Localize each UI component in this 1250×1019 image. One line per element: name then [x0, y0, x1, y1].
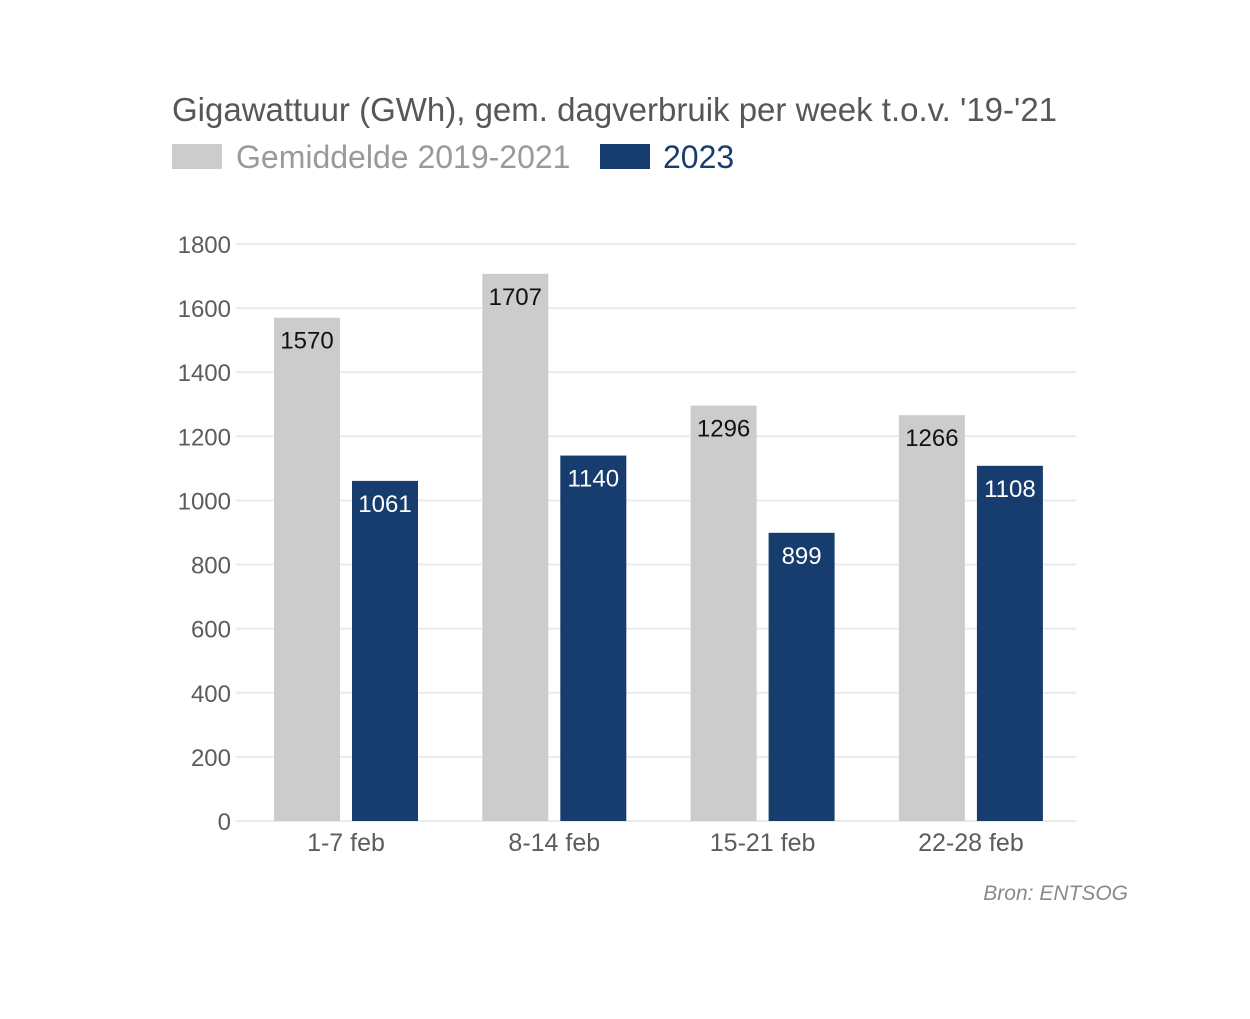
chart-title: Gigawattuur (GWh), gem. dagverbruik per …	[172, 91, 1057, 128]
data-labels: 1570 1061 1707 1140 1296 899 1266 1108	[280, 284, 1035, 570]
legend-label-average: Gemiddelde 2019-2021	[236, 139, 570, 175]
data-label-average: 1296	[697, 416, 750, 443]
y-tick-label: 0	[218, 809, 231, 836]
y-tick-label: 200	[191, 745, 231, 772]
source-note: Bron: ENTSOG	[983, 882, 1128, 905]
legend-label-2023: 2023	[663, 139, 734, 175]
data-label-average: 1707	[489, 284, 542, 311]
y-tick-label: 1400	[178, 360, 231, 387]
bar-2023	[768, 532, 835, 821]
legend-swatch-2023	[600, 144, 650, 169]
y-tick-label: 1000	[178, 488, 231, 515]
legend: Gemiddelde 2019-2021 2023	[172, 139, 734, 175]
data-label-average: 1570	[280, 328, 333, 355]
y-tick-label: 400	[191, 681, 231, 708]
bar-average	[274, 317, 340, 821]
bar-average	[898, 415, 965, 821]
x-tick-label: 1-7 feb	[307, 829, 385, 857]
y-tick-label: 1600	[178, 296, 231, 323]
y-tick-label: 800	[191, 553, 231, 580]
data-label-2023: 1108	[984, 476, 1036, 503]
bar-average	[690, 405, 757, 821]
bar-2023	[352, 480, 418, 821]
y-tick-label: 600	[191, 617, 231, 644]
y-tick-label: 1200	[178, 424, 231, 451]
data-label-2023: 899	[782, 543, 822, 570]
data-label-average: 1266	[905, 425, 958, 452]
legend-swatch-average	[172, 144, 222, 169]
x-axis-ticks: 1-7 feb 8-14 feb 15-21 feb 22-28 feb	[307, 829, 1024, 857]
bar-2023	[560, 455, 627, 821]
bars	[274, 273, 1043, 822]
bar-average	[482, 273, 549, 822]
data-label-2023: 1061	[358, 491, 411, 518]
data-label-2023: 1140	[567, 466, 619, 493]
x-tick-label: 15-21 feb	[710, 829, 816, 857]
x-tick-label: 22-28 feb	[918, 829, 1024, 857]
x-tick-label: 8-14 feb	[508, 829, 600, 857]
y-tick-label: 1800	[178, 232, 231, 259]
bar-2023	[976, 465, 1043, 821]
y-axis-ticks: 0 200 400 600 800 1000 1200 1400 1600 1800	[178, 232, 231, 836]
